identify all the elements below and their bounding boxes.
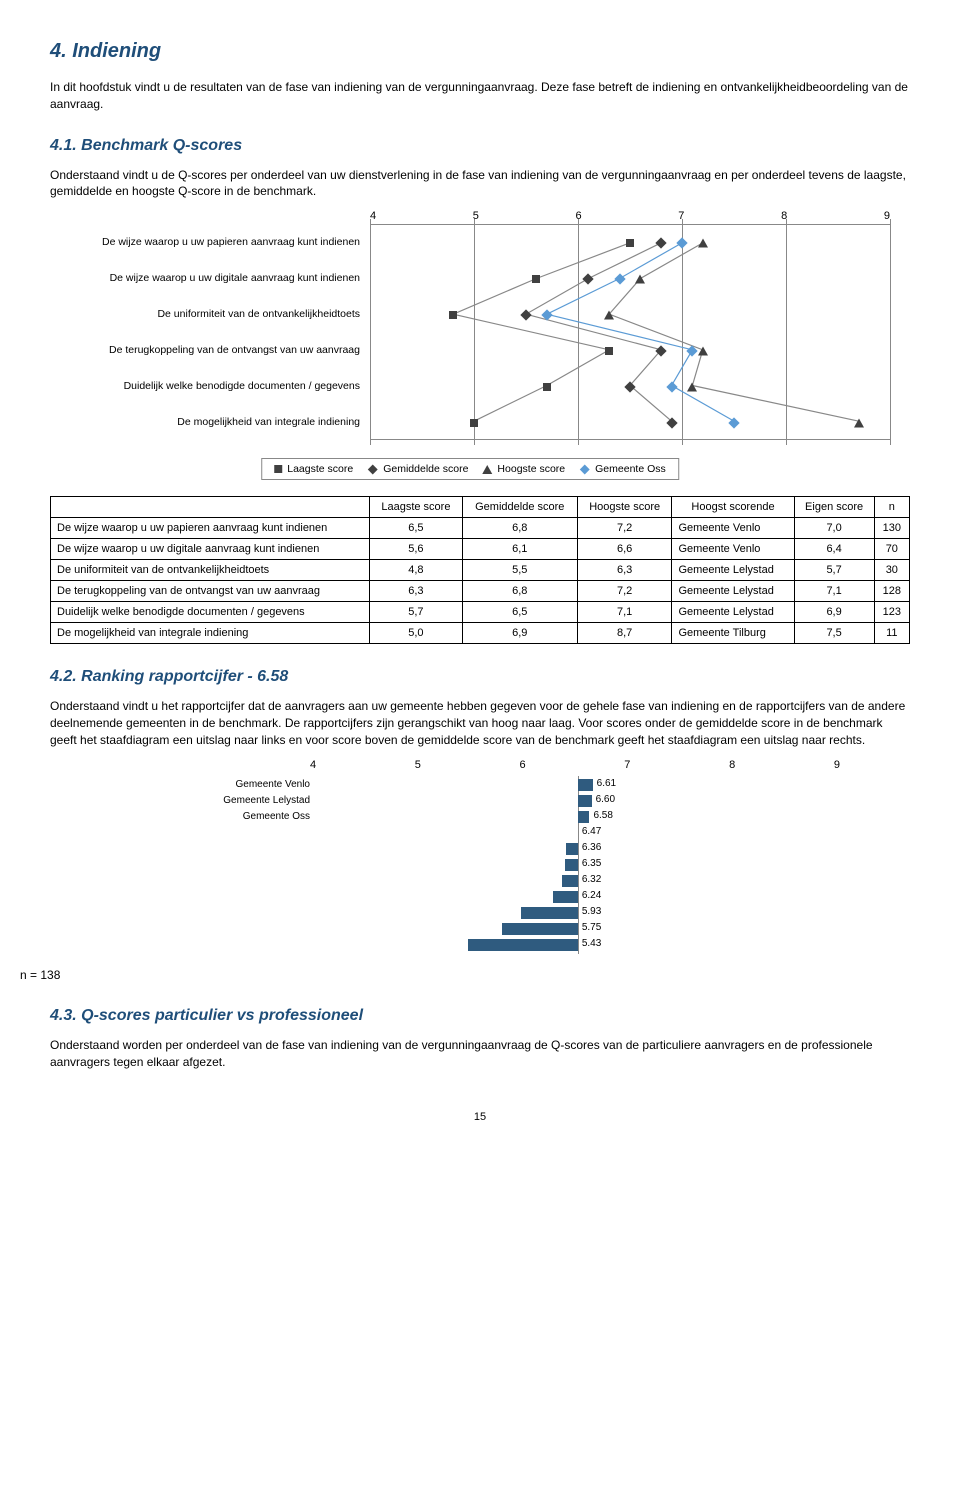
section-title: 4. Indiening <box>50 40 910 63</box>
benchmark-qscores-chart: 456789De wijze waarop u uw papieren aanv… <box>50 210 890 480</box>
subsection-41-paragraph: Onderstaand vindt u de Q-scores per onde… <box>50 167 910 201</box>
page-number: 15 <box>50 1111 910 1123</box>
subsection-43-title: 4.3. Q-scores particulier vs professione… <box>50 1007 910 1025</box>
intro-paragraph: In dit hoofdstuk vindt u de resultaten v… <box>50 79 910 113</box>
sample-size-note: n = 138 <box>20 967 910 984</box>
subsection-41-title: 4.1. Benchmark Q-scores <box>50 137 910 155</box>
benchmark-qscores-table: Laagste scoreGemiddelde scoreHoogste sco… <box>50 496 910 644</box>
subsection-42-title: 4.2. Ranking rapportcijfer - 6.58 <box>50 668 910 686</box>
ranking-rapportcijfer-chart: 456789Gemeente Venlo6.61Gemeente Lelysta… <box>200 759 880 959</box>
subsection-42-paragraph: Onderstaand vindt u het rapportcijfer da… <box>50 698 910 748</box>
subsection-43-paragraph: Onderstaand worden per onderdeel van de … <box>50 1037 910 1071</box>
